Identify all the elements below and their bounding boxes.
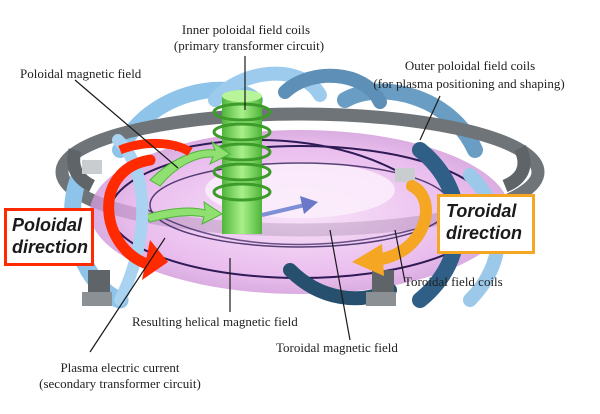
poloidal-direction-arrow bbox=[103, 138, 193, 280]
plasma-current-arrow bbox=[261, 196, 318, 217]
leader-lines bbox=[74, 56, 441, 353]
outer-coils-sublabel: (for plasma positioning and shaping) bbox=[373, 76, 565, 91]
outer-coils-label: Outer poloidal field coils bbox=[404, 58, 536, 73]
toroidal-coils-label: Toroidal field coils bbox=[404, 274, 503, 289]
inner-coils-label-line2: (primary transformer circuit) bbox=[173, 38, 325, 53]
inner-coils-label-line1: Inner poloidal field coils bbox=[181, 22, 311, 37]
toroidal-direction-line1: Toroidal bbox=[446, 201, 517, 221]
poloidal-direction-line2: direction bbox=[12, 237, 89, 257]
toroidal-direction-arrow bbox=[352, 180, 432, 276]
helical-field-label: Resulting helical magnetic field bbox=[132, 314, 298, 329]
poloidal-direction-line1: Poloidal bbox=[12, 215, 83, 235]
inner-coils-label: Inner poloidal field coils bbox=[178, 22, 314, 38]
toroidal-direction-box bbox=[437, 194, 535, 254]
toroidal-direction-line2: direction bbox=[446, 223, 523, 243]
poloidal-field-arrows bbox=[144, 140, 231, 225]
toroidal-field-label: Toroidal magnetic field bbox=[276, 340, 398, 355]
plasma-current-sublabel: (secondary transformer circuit) bbox=[39, 376, 201, 391]
inner-coils-sublabel: (primary transformer circuit) bbox=[164, 38, 334, 54]
poloidal-field-label: Poloidal magnetic field bbox=[20, 66, 142, 81]
central-solenoid bbox=[212, 90, 272, 234]
outer-poloidal-coil-front bbox=[67, 145, 531, 306]
plasma-current-label: Plasma electric current bbox=[60, 360, 180, 375]
poloidal-direction-box bbox=[4, 208, 94, 266]
